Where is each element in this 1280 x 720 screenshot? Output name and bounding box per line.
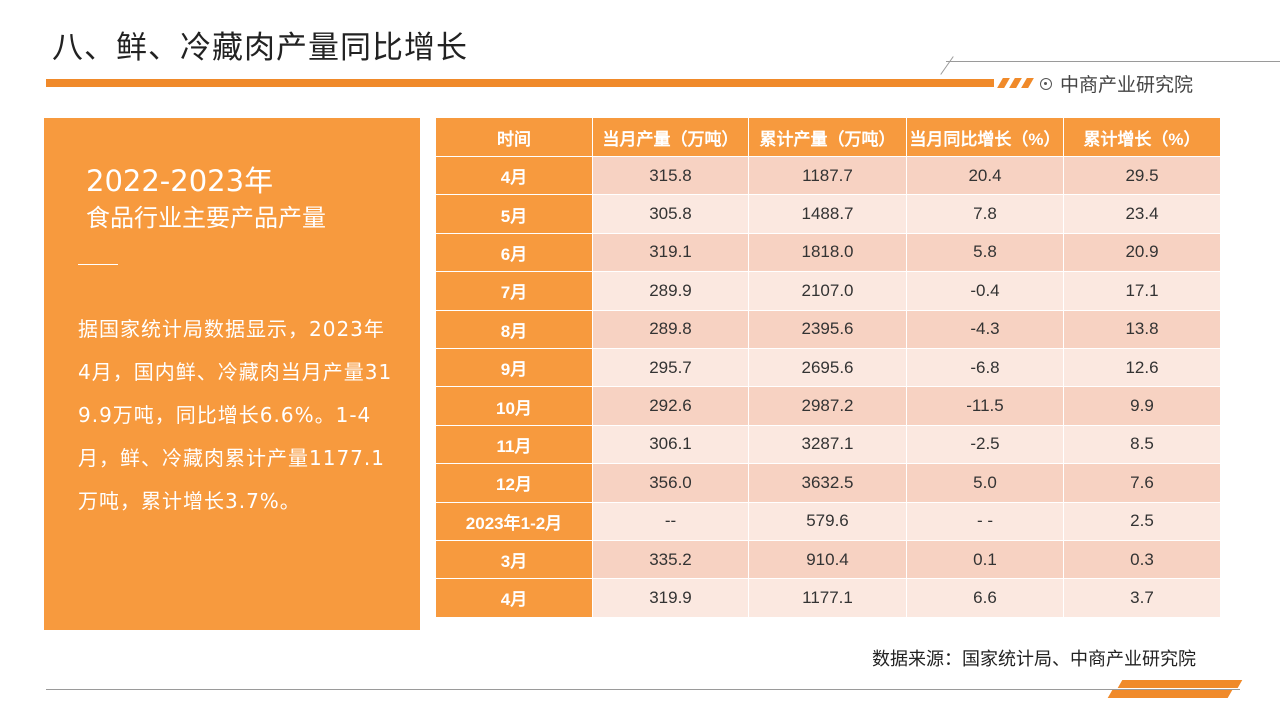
row-time-cell: 7月 bbox=[436, 271, 593, 310]
row-value-cell: 289.8 bbox=[593, 309, 749, 348]
title-underline-bar bbox=[46, 79, 994, 87]
row-value-cell: 7.8 bbox=[907, 194, 1064, 233]
brand-circle-icon bbox=[1040, 77, 1052, 90]
row-value-cell: 8.5 bbox=[1064, 424, 1221, 464]
brand-name: 中商产业研究院 bbox=[1060, 74, 1194, 96]
row-value-cell: 0.1 bbox=[907, 539, 1064, 579]
row-value-cell: 335.2 bbox=[593, 539, 749, 579]
row-time-cell: 10月 bbox=[436, 386, 593, 425]
table-row: 11月 306.1 3287.1 -2.5 8.5 bbox=[436, 424, 1221, 464]
row-time-cell: 2023年1-2月 bbox=[436, 501, 593, 540]
row-value-cell: -- bbox=[593, 501, 749, 540]
row-value-cell: 295.7 bbox=[593, 347, 749, 387]
row-value-cell: 319.9 bbox=[593, 578, 749, 617]
row-time-cell: 6月 bbox=[436, 232, 593, 272]
row-time-cell: 9月 bbox=[436, 347, 593, 387]
table-row: 2023年1-2月 -- 579.6- -2.5 bbox=[436, 501, 1221, 540]
header-monthly-output: 当月产量（万吨） bbox=[593, 118, 749, 156]
production-table: 时间 当月产量（万吨） 累计产量（万吨） 当月同比增长（%） 累计增长（%） 4… bbox=[436, 118, 1221, 617]
row-value-cell: 0.3 bbox=[1064, 539, 1221, 579]
row-time-cell: 11月 bbox=[436, 424, 593, 464]
row-value-cell: 2695.6 bbox=[749, 347, 907, 387]
summary-divider bbox=[78, 264, 118, 265]
row-value-cell: -11.5 bbox=[907, 386, 1064, 425]
header-stripes-decoration bbox=[997, 78, 1034, 88]
summary-subtitle: 食品行业主要产品产量 bbox=[86, 204, 326, 232]
table-row: 3月 335.2 910.4 0.1 0.3 bbox=[436, 539, 1221, 579]
footer-line bbox=[46, 689, 1240, 690]
table-header-row: 时间 当月产量（万吨） 累计产量（万吨） 当月同比增长（%） 累计增长（%） bbox=[436, 118, 1221, 156]
table-row: 8月 289.8 2395.6 -4.3 13.8 bbox=[436, 309, 1221, 348]
header-divider-line bbox=[946, 61, 1280, 62]
row-time-cell: 5月 bbox=[436, 194, 593, 233]
row-value-cell: 1187.7 bbox=[749, 156, 907, 195]
row-value-cell: 20.4 bbox=[907, 156, 1064, 195]
page-title: 八、鲜、冷藏肉产量同比增长 bbox=[52, 30, 468, 66]
row-value-cell: 306.1 bbox=[593, 424, 749, 464]
row-value-cell: 315.8 bbox=[593, 156, 749, 195]
header-cumulative-output: 累计产量（万吨） bbox=[749, 118, 907, 156]
row-value-cell: 12.6 bbox=[1064, 347, 1221, 387]
row-value-cell: 23.4 bbox=[1064, 194, 1221, 233]
row-value-cell: 292.6 bbox=[593, 386, 749, 425]
row-value-cell: -2.5 bbox=[907, 424, 1064, 464]
row-value-cell: 2395.6 bbox=[749, 309, 907, 348]
row-value-cell: - - bbox=[907, 501, 1064, 540]
table-row: 6月 319.1 1818.0 5.8 20.9 bbox=[436, 232, 1221, 272]
table-row: 4月 315.8 1187.7 20.4 29.5 bbox=[436, 156, 1221, 195]
row-value-cell: 910.4 bbox=[749, 539, 907, 579]
row-value-cell: -6.8 bbox=[907, 347, 1064, 387]
row-time-cell: 3月 bbox=[436, 539, 593, 579]
header-cumulative-growth: 累计增长（%） bbox=[1064, 118, 1221, 156]
row-value-cell: 29.5 bbox=[1064, 156, 1221, 195]
header-monthly-yoy: 当月同比增长（%） bbox=[907, 118, 1064, 156]
brand-logo: 中商产业研究院 bbox=[1040, 70, 1193, 97]
row-value-cell: 289.9 bbox=[593, 271, 749, 310]
table-row: 12月 356.0 3632.5 5.0 7.6 bbox=[436, 463, 1221, 502]
table-row: 7月 289.9 2107.0 -0.4 17.1 bbox=[436, 271, 1221, 310]
summary-panel: 2022-2023年 食品行业主要产品产量 据国家统计局数据显示，2023年4月… bbox=[44, 118, 420, 630]
row-value-cell: 2107.0 bbox=[749, 271, 907, 310]
summary-body: 据国家统计局数据显示，2023年4月，国内鲜、冷藏肉当月产量319.9万吨，同比… bbox=[78, 317, 393, 513]
row-value-cell: 579.6 bbox=[749, 501, 907, 540]
row-time-cell: 8月 bbox=[436, 309, 593, 348]
row-value-cell: 9.9 bbox=[1064, 386, 1221, 425]
data-source: 数据来源：国家统计局、中商产业研究院 bbox=[872, 649, 1196, 670]
header-time: 时间 bbox=[436, 118, 593, 156]
row-value-cell: 1488.7 bbox=[749, 194, 907, 233]
row-time-cell: 12月 bbox=[436, 463, 593, 502]
row-value-cell: -4.3 bbox=[907, 309, 1064, 348]
summary-year: 2022-2023年 bbox=[86, 164, 274, 198]
table-row: 4月 319.9 1177.1 6.6 3.7 bbox=[436, 578, 1221, 617]
row-value-cell: 5.0 bbox=[907, 463, 1064, 502]
row-time-cell: 4月 bbox=[436, 156, 593, 195]
table-row: 9月 295.7 2695.6 -6.8 12.6 bbox=[436, 347, 1221, 387]
row-value-cell: 1177.1 bbox=[749, 578, 907, 617]
table-row: 10月 292.6 2987.2 -11.5 9.9 bbox=[436, 386, 1221, 425]
row-value-cell: 17.1 bbox=[1064, 271, 1221, 310]
row-value-cell: 3287.1 bbox=[749, 424, 907, 464]
row-time-cell: 4月 bbox=[436, 578, 593, 617]
row-value-cell: 356.0 bbox=[593, 463, 749, 502]
row-value-cell: 20.9 bbox=[1064, 232, 1221, 272]
row-value-cell: 3.7 bbox=[1064, 578, 1221, 617]
row-value-cell: 3632.5 bbox=[749, 463, 907, 502]
row-value-cell: 319.1 bbox=[593, 232, 749, 272]
row-value-cell: 6.6 bbox=[907, 578, 1064, 617]
row-value-cell: 7.6 bbox=[1064, 463, 1221, 502]
row-value-cell: 2987.2 bbox=[749, 386, 907, 425]
table-row: 5月 305.8 1488.7 7.8 23.4 bbox=[436, 194, 1221, 233]
row-value-cell: 5.8 bbox=[907, 232, 1064, 272]
row-value-cell: 1818.0 bbox=[749, 232, 907, 272]
footer-stripes-decoration bbox=[1107, 680, 1250, 700]
row-value-cell: 305.8 bbox=[593, 194, 749, 233]
row-value-cell: 2.5 bbox=[1064, 501, 1221, 540]
row-value-cell: -0.4 bbox=[907, 271, 1064, 310]
row-value-cell: 13.8 bbox=[1064, 309, 1221, 348]
